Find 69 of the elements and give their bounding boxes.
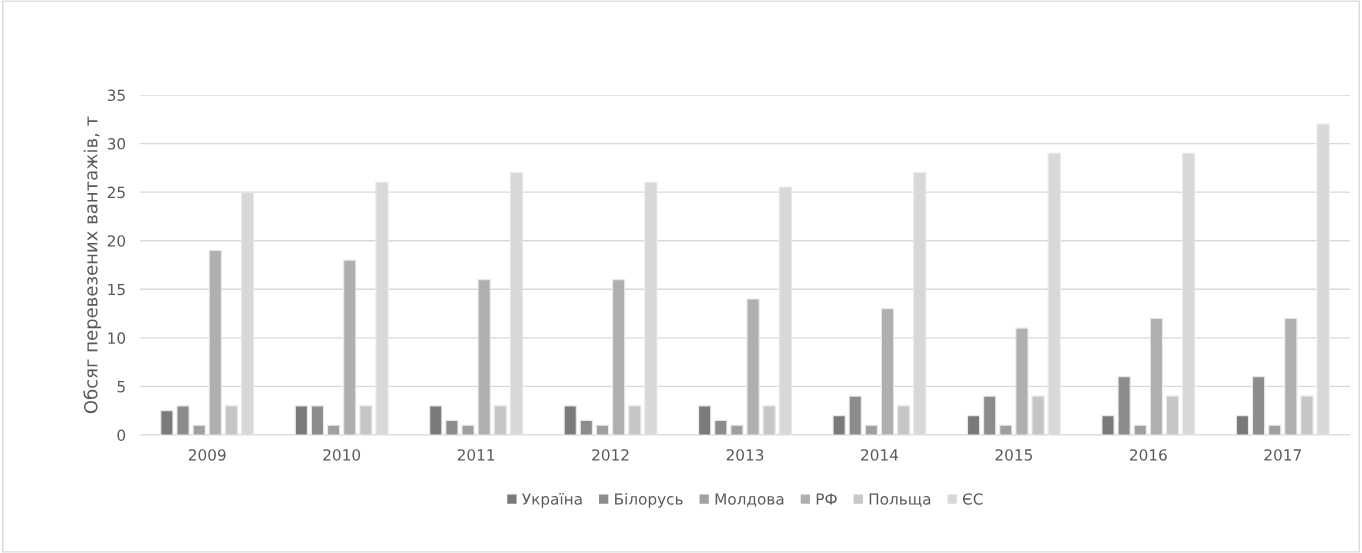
bar bbox=[1284, 317, 1298, 435]
bar bbox=[1235, 415, 1250, 435]
x-tick-label: 2012 bbox=[592, 449, 629, 461]
x-tick-label: 2015 bbox=[995, 449, 1032, 461]
bar bbox=[1015, 327, 1029, 435]
bar bbox=[999, 424, 1013, 435]
bar bbox=[698, 405, 712, 435]
bar bbox=[714, 419, 728, 435]
bar bbox=[1133, 424, 1147, 435]
bar bbox=[1031, 395, 1045, 435]
x-tick-label: 2013 bbox=[726, 449, 764, 461]
bar bbox=[1300, 395, 1314, 435]
bar bbox=[1117, 376, 1131, 435]
bar bbox=[746, 298, 760, 435]
bar bbox=[224, 405, 239, 435]
bar bbox=[966, 415, 981, 435]
bar bbox=[730, 424, 744, 435]
bar bbox=[160, 410, 174, 435]
x-tick-label: 2009 bbox=[188, 449, 226, 461]
bar bbox=[343, 259, 357, 435]
bar bbox=[579, 419, 593, 435]
bar bbox=[192, 424, 206, 435]
bar bbox=[359, 405, 373, 435]
legend-label: Україна bbox=[522, 492, 582, 508]
bar bbox=[294, 405, 308, 435]
x-tick-label: 2017 bbox=[1264, 449, 1301, 461]
bar bbox=[628, 405, 642, 435]
bar bbox=[477, 279, 491, 435]
x-tick-label: 2011 bbox=[457, 449, 495, 461]
bar bbox=[1268, 424, 1282, 435]
bar bbox=[208, 249, 222, 435]
bar bbox=[595, 424, 610, 435]
bar bbox=[864, 424, 878, 435]
x-tick-label: 2014 bbox=[861, 449, 899, 461]
y-tick-label: 25 bbox=[107, 186, 125, 199]
bar bbox=[310, 405, 325, 435]
bar bbox=[832, 415, 846, 435]
x-tick-label: 2010 bbox=[323, 449, 361, 461]
x-tick-label: 2016 bbox=[1130, 449, 1167, 461]
y-tick-label: 0 bbox=[117, 429, 126, 442]
bar bbox=[445, 419, 459, 435]
bar bbox=[1251, 376, 1266, 435]
y-axis-title: Обсяг перевезених вантажів, т bbox=[83, 116, 102, 414]
legend-label: ЄС bbox=[962, 493, 983, 505]
y-tick-label: 10 bbox=[108, 332, 126, 344]
legend-label: Білорусь bbox=[615, 492, 683, 508]
bar bbox=[1149, 317, 1164, 435]
y-tick-label: 35 bbox=[107, 89, 125, 102]
bar bbox=[880, 308, 895, 435]
bar bbox=[429, 405, 443, 435]
bar bbox=[897, 405, 911, 435]
bar bbox=[563, 405, 577, 435]
bar bbox=[762, 405, 776, 435]
y-tick-label: 30 bbox=[107, 138, 126, 150]
bar bbox=[1165, 395, 1180, 435]
legend-label: Молдова bbox=[715, 493, 784, 507]
bar bbox=[493, 405, 507, 435]
bar bbox=[176, 405, 190, 435]
bar bbox=[983, 395, 997, 435]
bar bbox=[461, 424, 475, 435]
legend-label: Польща bbox=[869, 493, 931, 507]
y-tick-label: 20 bbox=[107, 235, 126, 247]
legend-label: РФ bbox=[816, 493, 837, 505]
bar bbox=[612, 279, 626, 435]
bar bbox=[326, 424, 341, 435]
y-tick-label: 5 bbox=[117, 381, 125, 393]
bar bbox=[1101, 415, 1115, 435]
bar bbox=[848, 395, 862, 435]
y-tick-label: 15 bbox=[108, 283, 125, 296]
